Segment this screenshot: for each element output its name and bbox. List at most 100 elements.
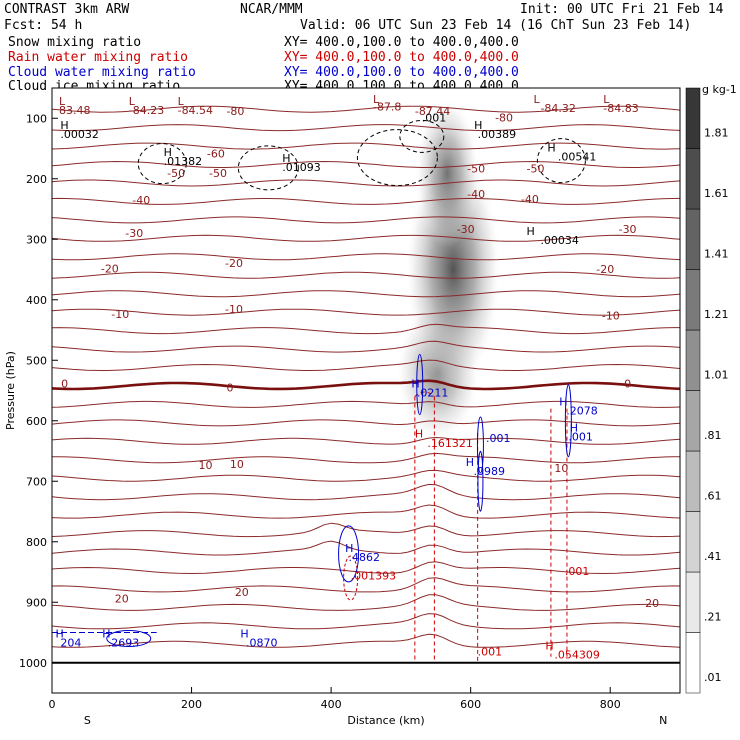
contour-annotation: L: [373, 93, 380, 106]
contour-annotation: .0211: [417, 387, 449, 400]
colorbar-segment: [685, 148, 701, 210]
cloud-water-contour: [106, 630, 152, 648]
contour-annotation: 20: [645, 597, 659, 610]
cloud-water-contour: [564, 384, 572, 458]
contour-annotation: .001: [568, 431, 593, 444]
contour-annotation: H: [559, 396, 567, 409]
contour-annotation: L: [129, 95, 136, 108]
contour-annotation: -60: [207, 148, 225, 161]
colorbar-level-label: 1.41: [704, 247, 729, 260]
contour-annotation: 20: [235, 586, 249, 599]
contour-annotation: -84.23: [129, 104, 164, 117]
contour-annotation: .001: [422, 111, 447, 124]
contour-annotation: 0: [61, 377, 68, 390]
temperature-contour-line: [51, 323, 680, 335]
contour-annotation: -30: [619, 223, 637, 236]
temperature-contour-line: [51, 160, 681, 168]
contour-annotation: .00034: [540, 234, 579, 247]
contour-annotation: H: [282, 152, 290, 165]
contour-annotation: -40: [521, 193, 539, 206]
temperature-contour-line: [51, 234, 681, 242]
colorbar-level-label: .41: [704, 550, 722, 563]
contour-annotation: .0870: [246, 636, 278, 649]
center-label: NCAR/MMM: [240, 2, 303, 17]
temperature-contour-line: [51, 271, 681, 279]
field-rain-xy: XY= 400.0,100.0 to 400.0,400.0: [284, 50, 519, 65]
cloud-water-contour: [477, 450, 484, 512]
temperature-contour-line: [51, 179, 681, 187]
contour-annotation: H: [164, 146, 172, 159]
contour-annotation: H: [545, 639, 553, 652]
contour-annotation: -40: [467, 188, 485, 201]
contour-annotation: 0: [226, 382, 233, 395]
y-tick-label: 200: [26, 173, 47, 186]
contour-annotation: 83.48: [59, 104, 91, 117]
colorbar-level-label: 1.01: [704, 368, 729, 381]
contour-annotation: .00389: [478, 128, 516, 141]
y-tick-label: 500: [26, 354, 47, 367]
colorbar-segment: [685, 390, 701, 452]
contour-annotation: -80: [495, 111, 513, 124]
contour-annotation: .00032: [60, 128, 99, 141]
temperature-contour-line: [51, 290, 681, 298]
contour-annotation: .001393: [351, 569, 397, 582]
temperature-contour-line: [51, 436, 681, 445]
contour-annotation: L: [178, 95, 185, 108]
temperature-contour-line: [51, 469, 681, 482]
contour-annotation: H: [102, 627, 110, 640]
y-tick-label: 300: [26, 233, 47, 246]
contour-annotation: -50: [167, 167, 185, 180]
y-tick-label: 700: [26, 475, 47, 488]
x-tick-label: 400: [321, 698, 342, 711]
field-snow-xy: XY= 400.0,100.0 to 400.0,400.0: [284, 35, 519, 50]
hydrometeor-contours: [52, 119, 586, 663]
contour-annotation: -80: [226, 105, 244, 118]
y-axis-label: Pressure (hPa): [4, 351, 17, 430]
contour-annotation: H: [547, 142, 555, 155]
colorbar-level-label: 1.61: [704, 187, 729, 200]
field-cloudwater-xy: XY= 400.0,100.0 to 400.0,400.0: [284, 65, 519, 80]
temperature-contour-line: [51, 594, 681, 611]
contour-annotation: -20: [101, 263, 119, 276]
contour-annotation: -40: [132, 194, 150, 207]
field-snow-name: Snow mixing ratio: [8, 35, 142, 50]
contour-annotation: .4862: [349, 551, 381, 564]
contour-annotation: .001: [565, 565, 590, 578]
temperature-contour-line: [51, 216, 681, 224]
colorbar-segment: [685, 571, 701, 633]
contour-labels: L83.48L-84.23L-84.54 -80L-87.8 -87.44L-84.…: [55, 93, 659, 661]
cloud-ice-contour: [356, 129, 438, 187]
contour-annotation: -20: [596, 263, 614, 276]
contour-annotation: -50: [526, 163, 544, 176]
contour-annotation: H: [240, 627, 248, 640]
contour-annotation: H: [55, 627, 63, 640]
contour-annotation: 204: [60, 636, 81, 649]
contour-annotation: 10: [230, 458, 244, 471]
contour-annotation: .001: [478, 645, 503, 658]
contour-annotation: L: [59, 95, 66, 108]
contour-annotation: .161321: [427, 437, 473, 450]
contour-annotation: -20: [225, 257, 243, 270]
temperature-contour-line: [52, 452, 680, 464]
temperature-contour-line: [51, 124, 681, 132]
x-axis-label: Distance (km): [347, 714, 424, 727]
cloud-water-contour: [476, 416, 484, 474]
temperature-contour-line: [51, 419, 681, 427]
field-cloudwater-name: Cloud water mixing ratio: [8, 65, 196, 80]
contour-annotation: 20: [115, 592, 129, 605]
contour-annotation: -50: [467, 163, 485, 176]
y-tick-label: 100: [26, 112, 47, 125]
contour-annotation: .0989: [473, 465, 505, 478]
rain-water-contour: [343, 555, 359, 601]
temperature-contour-line: [51, 633, 681, 648]
x-tick-label: 600: [460, 698, 481, 711]
contour-annotation: H: [345, 542, 353, 555]
temperature-contour-line: [51, 197, 681, 205]
temperature-contour-line: [51, 613, 681, 630]
x-tick-label: 800: [600, 698, 621, 711]
init-time: Init: 00 UTC Fri 21 Feb 14: [520, 2, 724, 17]
colorbar-level-label: 1.81: [704, 126, 729, 139]
contour-annotation: H: [474, 119, 482, 132]
